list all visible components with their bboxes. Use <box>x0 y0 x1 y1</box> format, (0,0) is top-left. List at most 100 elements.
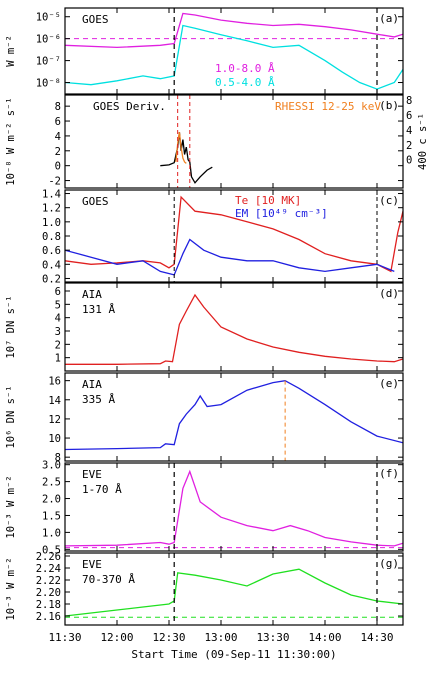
y-tick-label: 14 <box>48 395 61 407</box>
panel-label: GOES Deriv. <box>93 100 166 113</box>
y-tick-label: 2.0 <box>42 494 61 506</box>
y-tick-label: 10⁻⁶ <box>36 34 61 46</box>
panel-frame <box>64 94 404 189</box>
panel-frame <box>64 282 404 372</box>
y-tick-label: 0.5 <box>42 544 61 556</box>
y-axis-label: 10⁻³ W m⁻² <box>5 557 17 620</box>
panel-frame <box>64 7 404 95</box>
panel-letter: (c) <box>379 194 399 207</box>
right-y-tick-label: 0 <box>406 155 412 167</box>
y-tick-label: 3.0 <box>42 460 61 472</box>
y-tick-label: 2 <box>55 339 61 351</box>
y-tick-label: 1 <box>55 353 61 365</box>
y-tick-label: 2.5 <box>42 477 61 489</box>
y-tick-label: 2 <box>55 146 61 158</box>
y-tick-label: 16 <box>48 376 61 388</box>
legend-entry: RHESSI 12-25 keV <box>275 100 381 113</box>
x-tick-label: 12:00 <box>100 631 133 644</box>
right-y-tick-label: 4 <box>406 125 412 137</box>
y-tick-label: 10⁻⁵ <box>36 12 61 24</box>
panel-letter: (e) <box>379 377 399 390</box>
y-tick-label: 4 <box>55 313 61 325</box>
legend-entry: Te [10 MK] <box>235 194 301 207</box>
panel-label: AIA <box>82 378 102 391</box>
panel-frame <box>64 462 404 552</box>
y-tick-label: 5 <box>55 299 61 311</box>
series-line-1 <box>65 293 403 365</box>
y-tick-label: 2.20 <box>36 587 61 599</box>
y-tick-label: 6 <box>55 286 61 298</box>
y-tick-label: 0.8 <box>42 231 61 243</box>
y-tick-label: 12 <box>48 414 61 426</box>
series-line-1 <box>65 195 403 273</box>
y-tick-label: 2.22 <box>36 575 61 587</box>
series-line-1 <box>65 12 403 49</box>
series-line-1 <box>160 132 213 184</box>
y-tick-label: 8 <box>55 101 61 113</box>
y-tick-label: 1.5 <box>42 510 61 522</box>
y-tick-label: 10⁻⁷ <box>36 56 61 68</box>
panel-sublabel: 1-70 Å <box>82 483 122 496</box>
panel-label: AIA <box>82 288 102 301</box>
y-axis-label: 10⁶ DN s⁻¹ <box>5 385 17 448</box>
panel-letter: (f) <box>379 467 399 480</box>
right-y-tick-label: 6 <box>406 110 412 122</box>
y-tick-label: 0.4 <box>42 259 61 271</box>
x-tick-label: 11:30 <box>48 631 81 644</box>
series-line-1 <box>65 469 403 547</box>
panel-label: GOES <box>82 13 109 26</box>
series-line-1 <box>65 568 403 617</box>
y-axis-label: 10⁻³ W m⁻² <box>5 475 17 538</box>
x-tick-label: 13:30 <box>256 631 289 644</box>
y-tick-label: 1.0 <box>42 217 61 229</box>
legend-entry: 0.5-4.0 Å <box>215 76 275 89</box>
y-axis-label: W m⁻² <box>5 35 17 67</box>
x-tick-label: 14:30 <box>360 631 393 644</box>
panel-label: EVE <box>82 468 102 481</box>
x-tick-label: 13:00 <box>204 631 237 644</box>
y-tick-label: 1.2 <box>42 203 61 215</box>
panel-letter: (a) <box>379 12 399 25</box>
panel-letter: (b) <box>379 99 399 112</box>
panel-letter: (g) <box>379 557 399 570</box>
x-tick-label: 12:30 <box>152 631 185 644</box>
legend-entry: 1.0-8.0 Å <box>215 62 275 75</box>
y-tick-label: 3 <box>55 326 61 338</box>
y-tick-label: 2.16 <box>36 611 61 623</box>
panel-sublabel: 131 Å <box>82 303 115 316</box>
y-tick-label: 6 <box>55 116 61 128</box>
panel-sublabel: 70-370 Å <box>82 573 135 586</box>
y-tick-label: 8 <box>55 452 61 464</box>
y-axis-label: 10⁻⁸ W m⁻² s⁻¹ <box>5 97 17 186</box>
series-line-2 <box>65 238 395 276</box>
y-tick-label: -2 <box>48 176 61 188</box>
y-tick-label: 0 <box>55 161 61 173</box>
y-tick-label: 0.2 <box>42 273 61 285</box>
y-tick-label: 2.24 <box>36 563 61 575</box>
right-axis-label: 400 c s⁻¹ <box>417 113 429 170</box>
panel-frame <box>64 372 404 462</box>
panel-label: EVE <box>82 558 102 571</box>
panel-letter: (d) <box>379 287 399 300</box>
y-tick-label: 2.18 <box>36 599 61 611</box>
y-tick-label: 0.6 <box>42 245 61 257</box>
series-line-2 <box>175 132 187 164</box>
series-line-1 <box>65 380 403 451</box>
right-y-tick-label: 2 <box>406 140 412 152</box>
y-axis-label: 10⁷ DN s⁻¹ <box>5 295 17 358</box>
y-tick-label: 1.0 <box>42 527 61 539</box>
panel-sublabel: 335 Å <box>82 393 115 406</box>
y-tick-label: 1.4 <box>42 189 61 201</box>
y-tick-label: 10 <box>48 433 61 445</box>
y-tick-label: 10⁻⁸ <box>36 78 61 90</box>
panel-label: GOES <box>82 195 109 208</box>
legend-entry: EM [10⁴⁹ cm⁻³] <box>235 207 328 220</box>
y-tick-label: 2.26 <box>36 551 61 563</box>
x-tick-label: 14:00 <box>308 631 341 644</box>
x-axis-label: Start Time (09-Sep-11 11:30:00) <box>131 648 336 661</box>
panel-frame <box>64 552 404 626</box>
y-tick-label: 4 <box>55 131 61 143</box>
right-y-tick-label: 8 <box>406 95 412 107</box>
series-line-2 <box>65 24 403 90</box>
